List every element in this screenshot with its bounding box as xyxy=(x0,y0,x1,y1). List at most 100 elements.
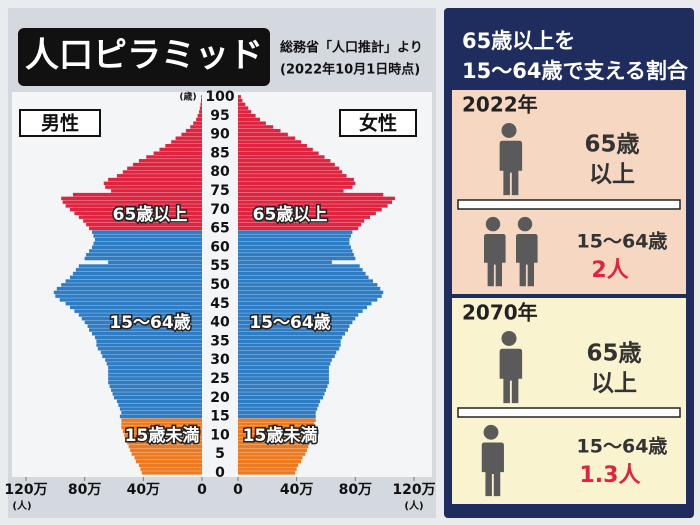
male-bar xyxy=(138,463,202,468)
female-bar xyxy=(238,362,331,366)
female-bar xyxy=(238,113,256,118)
male-bar xyxy=(119,414,202,419)
female-bar xyxy=(238,426,315,430)
y-tick-label: 35 xyxy=(210,333,229,349)
y-tick-label: 30 xyxy=(210,352,230,368)
female-bar xyxy=(238,373,329,377)
male-bar xyxy=(94,335,202,340)
y-axis-label: (歳) xyxy=(179,91,196,103)
male-bar xyxy=(84,256,202,261)
male-bar xyxy=(93,241,202,246)
male-bar xyxy=(122,170,202,174)
female-bar xyxy=(238,162,335,167)
female-bar xyxy=(238,155,325,159)
male-bar xyxy=(121,410,202,415)
male-bar xyxy=(72,271,202,276)
female-bar xyxy=(238,106,249,110)
male-bar xyxy=(111,189,202,193)
male-bar xyxy=(131,452,202,456)
female-bar xyxy=(238,320,353,325)
female-bar xyxy=(238,238,350,242)
male-bar xyxy=(116,174,202,178)
male-bar xyxy=(108,369,202,374)
male-bar xyxy=(105,358,202,362)
female-bar xyxy=(238,347,340,351)
male-bar xyxy=(193,121,202,125)
female-bar xyxy=(238,268,363,272)
ratio: 2人 xyxy=(591,258,628,283)
male-bar xyxy=(122,429,202,434)
male-bar xyxy=(108,373,202,377)
top-label: 以上 xyxy=(591,371,637,397)
female-bar xyxy=(238,260,332,265)
male-bar xyxy=(72,192,202,197)
male-bar xyxy=(92,245,202,249)
male-bar xyxy=(140,467,202,471)
male-bar xyxy=(65,279,202,283)
male-bar xyxy=(159,147,202,152)
x-tick-label: 40万 xyxy=(127,482,160,498)
male-bar xyxy=(100,350,202,355)
male-bar xyxy=(199,106,202,110)
male-bar xyxy=(108,377,202,381)
female-bar xyxy=(238,102,246,107)
female-bar xyxy=(238,185,353,189)
female-bar xyxy=(238,301,372,306)
female-bar xyxy=(238,256,356,261)
female-bar xyxy=(238,253,354,257)
male-bar xyxy=(200,98,202,103)
ratio: 1.3人 xyxy=(580,463,641,488)
source: 総務省「人口推計」より xyxy=(280,40,423,56)
year: 2070年 xyxy=(462,301,538,325)
female-bar xyxy=(238,290,384,295)
female-bar xyxy=(238,332,346,336)
male-bar xyxy=(121,422,202,426)
male-bar xyxy=(201,95,202,99)
female-bar xyxy=(238,286,381,291)
female-bar xyxy=(238,192,384,197)
y-tick-label: 5 xyxy=(215,446,225,462)
female-bar xyxy=(238,399,321,404)
male-bar xyxy=(200,102,202,107)
male-bar xyxy=(130,448,202,453)
female-bar xyxy=(238,365,329,370)
male-bar xyxy=(53,290,202,295)
female-bar xyxy=(238,230,353,234)
female-bar xyxy=(238,459,302,464)
x-tick-label: 0 xyxy=(233,482,243,498)
female-bar xyxy=(238,140,302,144)
female-bar xyxy=(238,316,356,321)
female-bar xyxy=(238,196,395,201)
female-bar xyxy=(238,403,319,407)
female-bar xyxy=(238,410,316,415)
male-bar xyxy=(65,204,202,208)
male-bar xyxy=(108,260,202,265)
male-bar xyxy=(114,395,202,400)
female-bar xyxy=(238,343,341,347)
female-bar xyxy=(238,388,326,392)
female-bar xyxy=(238,279,373,283)
male-bar xyxy=(86,222,202,227)
male-bar xyxy=(97,347,202,351)
male-bar xyxy=(133,162,202,167)
female-bar xyxy=(238,452,306,456)
male-bar xyxy=(118,403,202,407)
y-tick-label: 10 xyxy=(210,427,230,443)
female-bar xyxy=(238,448,307,453)
male-bar xyxy=(78,264,202,268)
female-bar xyxy=(238,215,370,219)
male-bar xyxy=(136,459,202,464)
y-tick-label: 60 xyxy=(210,239,230,255)
female-bar xyxy=(238,422,315,426)
female-bar xyxy=(238,132,288,137)
top-label: 以上 xyxy=(589,162,635,188)
y-tick-label: 55 xyxy=(210,258,229,274)
male-bar xyxy=(106,362,202,366)
y-tick-label: 95 xyxy=(210,108,229,124)
female-bar xyxy=(238,350,337,355)
male-bar xyxy=(109,384,202,389)
male-bar xyxy=(190,125,202,129)
female-bar xyxy=(238,456,303,460)
male-bar xyxy=(62,200,202,204)
male-bar xyxy=(111,388,202,392)
